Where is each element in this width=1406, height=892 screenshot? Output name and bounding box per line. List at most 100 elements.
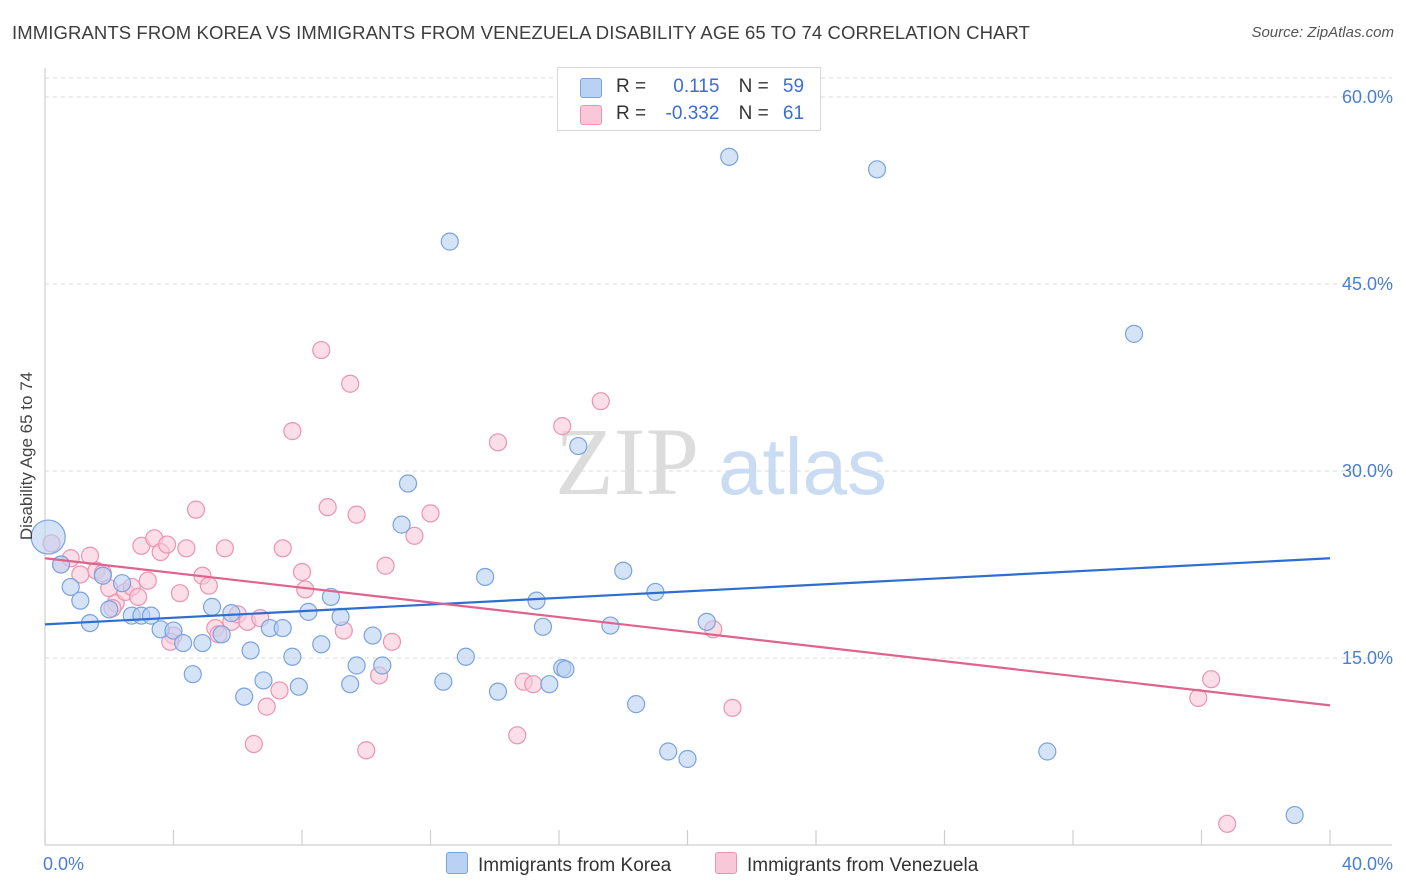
korea-legend-swatch — [446, 852, 468, 874]
venezuela-r-label: R = — [616, 103, 647, 124]
korea-point — [476, 567, 495, 587]
venezuela-point — [591, 392, 610, 411]
korea-point — [1285, 805, 1304, 825]
venezuela-point — [138, 571, 157, 590]
legend-item-venezuela: Immigrants from Venezuela — [715, 852, 978, 877]
korea-point — [61, 577, 80, 597]
venezuela-point — [283, 422, 302, 441]
tick-labels: 15.0% 30.0% 45.0% 60.0% 0.0% 40.0% — [43, 87, 1393, 874]
korea-point — [1124, 324, 1144, 343]
y-tick-label: 15.0% — [1342, 648, 1393, 668]
gridlines — [45, 77, 1392, 659]
venezuela-point — [376, 556, 395, 575]
venezuela-point — [341, 374, 360, 393]
y-axis-label: Disability Age 65 to 74 — [17, 372, 36, 540]
korea-point — [164, 621, 183, 640]
korea-point — [434, 672, 453, 691]
korea-point — [440, 232, 459, 251]
korea-point — [100, 600, 119, 619]
korea-point — [174, 633, 193, 653]
korea-legend-label: Immigrants from Korea — [478, 855, 672, 876]
venezuela-point — [186, 500, 206, 519]
venezuela-point — [157, 535, 177, 554]
korea-point — [626, 695, 646, 714]
korea-point — [540, 675, 559, 694]
korea-point — [30, 519, 66, 555]
korea-point — [331, 607, 350, 626]
korea-point — [112, 574, 132, 593]
venezuela-point — [524, 675, 543, 694]
korea-point — [720, 147, 739, 166]
korea-point — [193, 633, 212, 653]
venezuela-point — [257, 697, 276, 716]
venezuela-point — [421, 504, 440, 523]
korea-point — [659, 742, 678, 761]
korea-point — [183, 665, 202, 684]
korea-trend-line — [44, 557, 1331, 626]
venezuela-point — [270, 681, 289, 700]
y-tick-label: 30.0% — [1342, 461, 1393, 481]
korea-point — [312, 635, 331, 654]
korea-point — [456, 647, 475, 666]
venezuela-point — [215, 539, 234, 558]
korea-point — [678, 749, 697, 769]
venezuela-n-value: 61 — [782, 103, 805, 124]
korea-point — [533, 617, 553, 636]
legend-item-korea: Immigrants from Korea — [446, 852, 671, 877]
korea-swatch — [580, 78, 602, 98]
y-tick-label: 60.0% — [1342, 87, 1393, 107]
venezuela-legend-label: Immigrants from Venezuela — [747, 855, 979, 876]
korea-point — [697, 612, 716, 631]
venezuela-point — [244, 734, 263, 754]
venezuela-point — [382, 632, 402, 651]
korea-n-value: 59 — [782, 76, 805, 97]
source-label: Source: ZipAtlas.com — [1251, 24, 1394, 41]
axes — [44, 68, 1392, 846]
x-tick-label: 0.0% — [43, 854, 84, 874]
venezuela-point — [199, 576, 218, 595]
korea-point — [212, 625, 231, 644]
korea-point — [1038, 742, 1057, 761]
venezuela-point — [292, 562, 312, 582]
korea-r-label: R = — [616, 76, 647, 97]
venezuela-point — [553, 417, 572, 436]
correlation-legend: R = 0.115 N = 59 R = -0.332 N = 61 — [557, 67, 821, 131]
venezuela-point — [1218, 814, 1237, 833]
korea-point — [556, 660, 575, 679]
venezuela-point — [129, 587, 148, 607]
korea-point — [273, 618, 292, 638]
venezuela-point — [312, 340, 331, 360]
korea-point — [527, 591, 546, 610]
trend-lines — [44, 557, 1331, 707]
korea-point — [614, 561, 633, 580]
venezuela-point — [170, 584, 190, 603]
venezuela-point — [488, 433, 508, 452]
venezuela-point — [1202, 670, 1221, 689]
korea-point — [363, 626, 382, 645]
venezuela-r-value: -0.332 — [665, 103, 720, 124]
korea-point — [488, 682, 508, 701]
korea-point — [347, 656, 366, 675]
korea-point — [569, 436, 588, 456]
korea-point — [283, 647, 302, 666]
korea-point — [93, 566, 112, 585]
korea-point — [241, 641, 260, 660]
korea-points — [30, 147, 1304, 825]
korea-point — [222, 604, 241, 623]
korea-point — [254, 671, 273, 690]
korea-point — [235, 687, 254, 706]
korea-point — [373, 656, 392, 675]
x-tick-label: 40.0% — [1342, 854, 1393, 874]
korea-point — [601, 616, 620, 635]
venezuela-point — [357, 741, 376, 760]
venezuela-point — [273, 539, 292, 558]
venezuela-point — [405, 526, 424, 545]
venezuela-point — [177, 539, 196, 558]
korea-r-value: 0.115 — [673, 76, 720, 97]
chart-title: IMMIGRANTS FROM KOREA VS IMMIGRANTS FROM… — [12, 22, 1030, 43]
venezuela-trend-line — [44, 557, 1331, 707]
venezuela-point — [318, 498, 337, 517]
venezuela-point — [508, 726, 527, 745]
korea-point — [867, 160, 887, 179]
